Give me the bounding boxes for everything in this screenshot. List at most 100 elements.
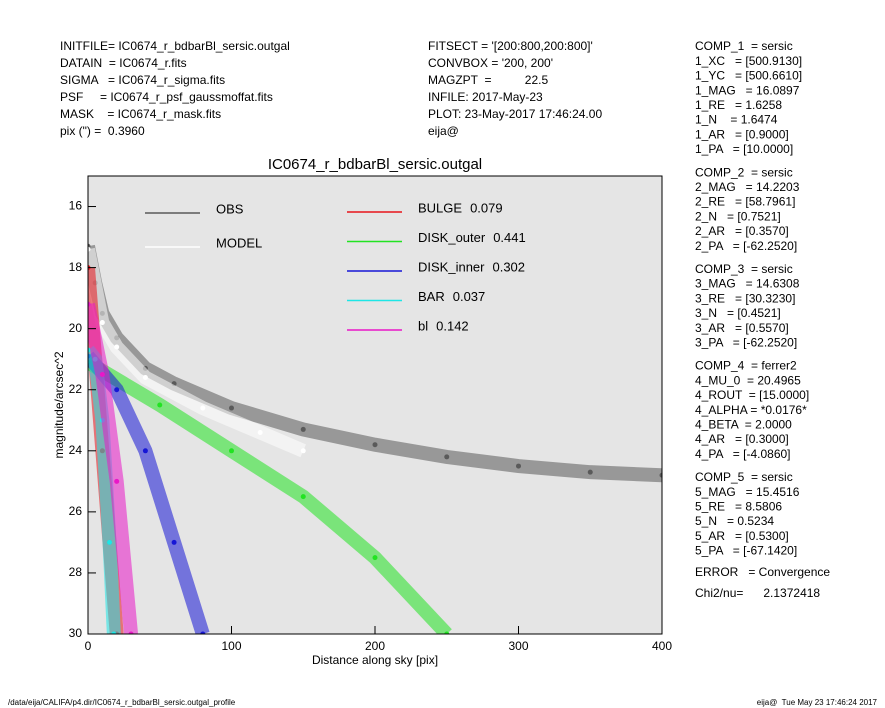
component-line: 3_N = [0.4521] (695, 306, 781, 320)
y-tick-label: 30 (69, 626, 83, 640)
info-line: pix (") = 0.3960 (60, 124, 145, 138)
legend-fraction: 0.079 (470, 200, 503, 215)
info-line: PSF = IC0674_r_psf_gaussmoffat.fits (60, 90, 273, 104)
y-tick-label: 28 (69, 565, 83, 579)
component-line: 4_AR = [0.3000] (695, 432, 789, 446)
data-point (107, 539, 113, 545)
component-line: 1_XC = [500.9130] (695, 54, 802, 68)
x-tick-label: 400 (652, 639, 672, 653)
component-line: COMP_2 = sersic (695, 165, 793, 179)
data-point (157, 402, 163, 408)
component-line: 5_AR = [0.5300] (695, 529, 789, 543)
y-tick-label: 26 (69, 504, 83, 518)
x-tick-label: 100 (221, 639, 241, 653)
info-line: eija@ (428, 124, 459, 138)
data-point (229, 405, 234, 411)
data-point (142, 448, 148, 454)
plot-content (88, 243, 662, 634)
component-line: COMP_5 = sersic (695, 470, 793, 484)
component-line: 5_MAG = 15.4516 (695, 485, 800, 499)
component-line: 2_RE = [58.7961] (695, 195, 795, 209)
legend-label: DISK_outer (418, 230, 486, 245)
profile-band (88, 302, 139, 634)
data-point (372, 442, 378, 448)
legend-label: MODEL (216, 235, 262, 250)
data-point (300, 426, 306, 432)
data-point (88, 301, 91, 307)
data-point (516, 463, 521, 469)
footer-right: eija@ Tue May 23 17:46:24 2017 (757, 698, 878, 707)
error-line: ERROR = Convergence (695, 565, 830, 579)
x-tick-label: 300 (508, 639, 528, 653)
legend-fraction: 0.441 (493, 230, 526, 245)
component-line: 3_MAG = 14.6308 (695, 277, 800, 291)
data-point (229, 448, 234, 454)
component-line: 1_RE = 1.6258 (695, 98, 782, 112)
x-axis-label: Distance along sky [pix] (312, 653, 438, 667)
info-line: DATAIN = IC0674_r.fits (60, 56, 187, 70)
data-point (111, 631, 117, 634)
info-line: INITFILE= IC0674_r_bdbarBl_sersic.outgal (60, 39, 290, 53)
component-line: 4_BETA = 2.0000 (695, 417, 792, 431)
data-point (114, 478, 120, 484)
data-point (372, 555, 378, 561)
component-line: 4_PA = [-4.0860] (695, 447, 791, 461)
y-tick-label: 16 (69, 199, 83, 213)
info-line: INFILE: 2017-May-23 (428, 90, 543, 104)
legend-fraction: 0.302 (492, 259, 525, 274)
component-line: 2_PA = [-62.2520] (695, 239, 797, 253)
y-tick-label: 20 (69, 321, 83, 335)
legend-fraction: 0.037 (453, 289, 486, 304)
data-point (300, 494, 306, 500)
y-tick-label: 24 (69, 443, 83, 457)
component-line: 1_PA = [10.0000] (695, 142, 793, 156)
y-tick-label: 18 (69, 260, 83, 274)
component-line: 5_RE = 8.5806 (695, 499, 782, 513)
data-point (200, 405, 206, 411)
component-line: 1_N = 1.6474 (695, 113, 778, 127)
component-line: 4_ALPHA = *0.0176* (695, 403, 807, 417)
info-line: SIGMA = IC0674_r_sigma.fits (60, 73, 225, 87)
info-line: FITSECT = '[200:800,200:800]' (428, 39, 593, 53)
component-line: 5_N = 0.5234 (695, 514, 774, 528)
component-line: 2_N = [0.7521] (695, 209, 781, 223)
component-line: COMP_4 = ferrer2 (695, 359, 797, 373)
info-line: CONVBOX = '200, 200' (428, 56, 553, 70)
legend-fraction: 0.142 (436, 318, 469, 333)
y-tick-label: 22 (69, 382, 83, 396)
data-point (99, 371, 105, 377)
info-line: MAGZPT = 22.5 (428, 73, 548, 87)
data-point (88, 347, 91, 353)
component-line: 3_PA = [-62.2520] (695, 335, 797, 349)
data-point (114, 387, 120, 393)
legend-label: BULGE (418, 200, 462, 215)
y-axis-label: magnitude/arcsec^2 (52, 351, 66, 458)
x-tick-label: 200 (365, 639, 385, 653)
component-line: 2_AR = [0.3570] (695, 224, 789, 238)
data-point (114, 344, 120, 350)
data-point (444, 454, 450, 460)
component-line: 3_AR = [0.5570] (695, 321, 789, 335)
footer-left: /data/eija/CALIFA/p4.dir/IC0674_r_bdbarB… (8, 698, 236, 707)
component-line: 1_MAG = 16.0897 (695, 83, 800, 97)
legend-label: OBS (216, 201, 244, 216)
data-point (128, 631, 134, 634)
data-point (587, 469, 593, 475)
component-line: 1_AR = [0.9000] (695, 127, 789, 141)
legend-label: DISK_inner (418, 259, 485, 274)
data-point (659, 472, 662, 478)
chart-title: IC0674_r_bdbarBl_sersic.outgal (268, 156, 482, 173)
component-line: 3_RE = [30.3230] (695, 291, 795, 305)
data-point (99, 320, 105, 326)
component-line: 4_MU_0 = 20.4965 (695, 373, 801, 387)
data-point (200, 631, 206, 634)
data-point (300, 448, 306, 454)
component-line: 4_ROUT = [15.0000] (695, 388, 809, 402)
legend-label: BAR (418, 289, 445, 304)
x-tick-label: 0 (85, 639, 92, 653)
data-point (142, 375, 148, 381)
data-point (444, 631, 450, 634)
component-line: COMP_3 = sersic (695, 262, 793, 276)
info-line: PLOT: 23-May-2017 17:46:24.00 (428, 107, 602, 121)
